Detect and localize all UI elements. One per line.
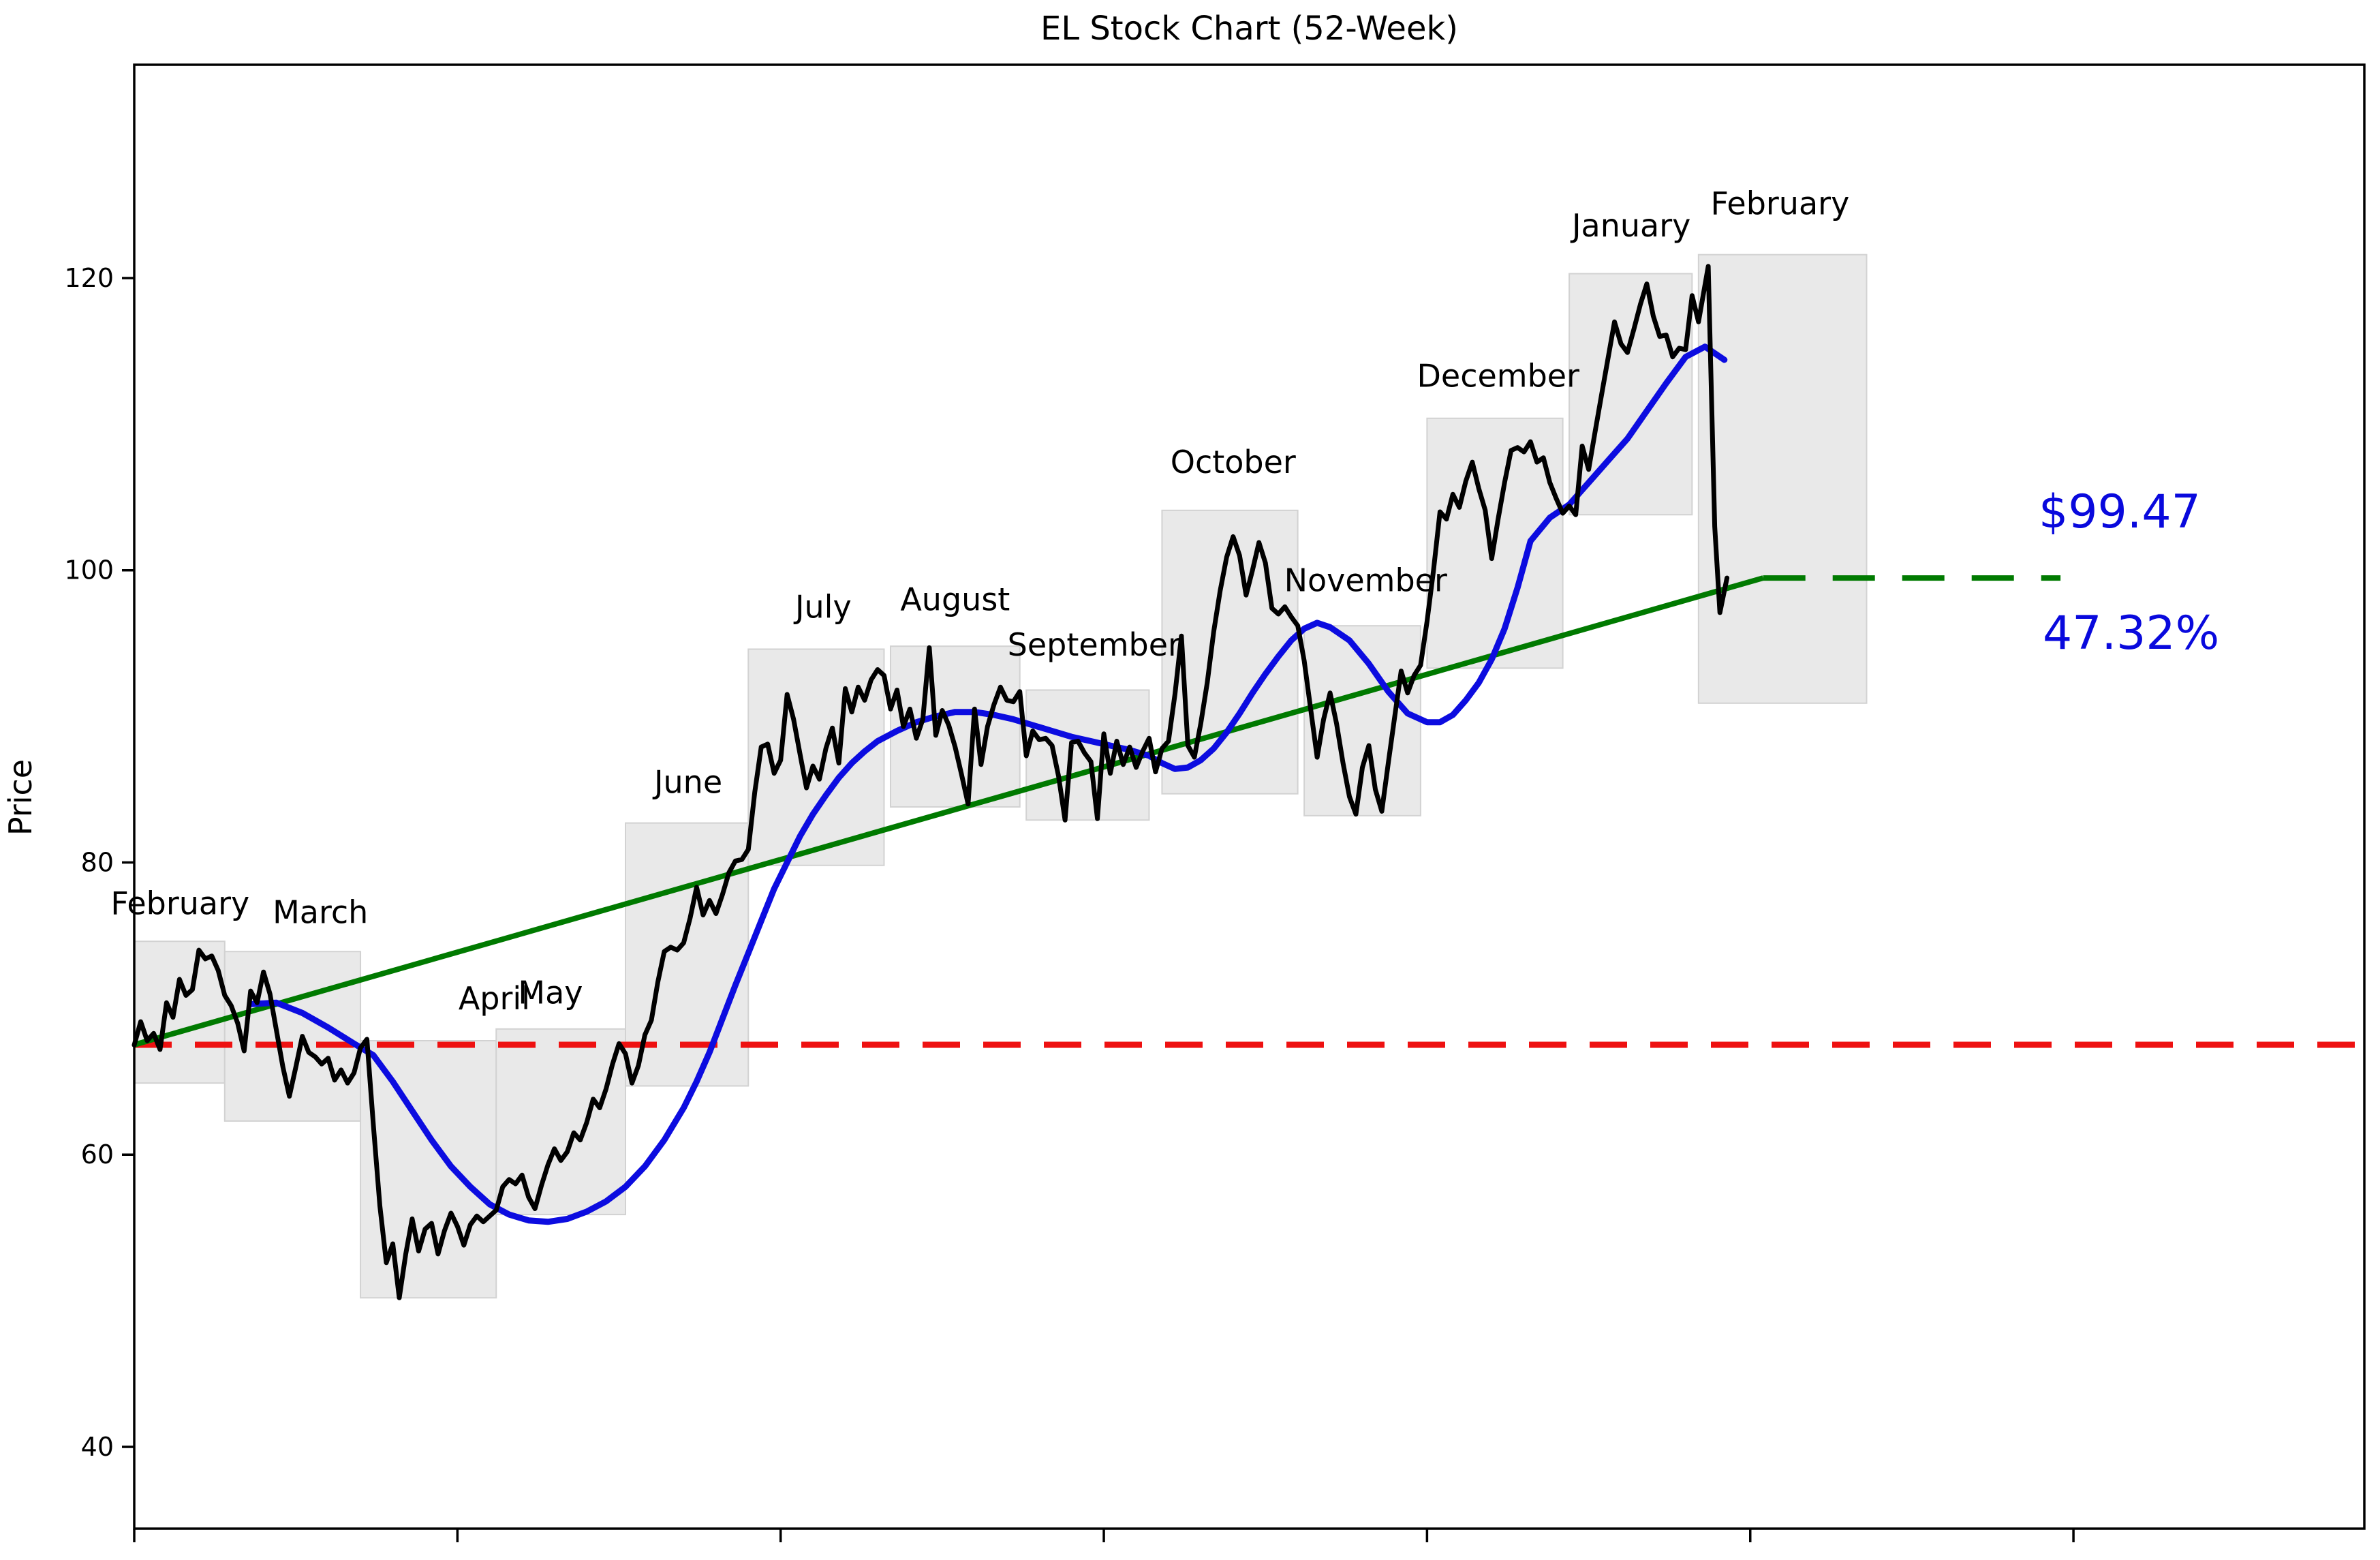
plot-border bbox=[133, 63, 2366, 1530]
percent-change-annotation: 47.32% bbox=[2043, 607, 2220, 660]
y-axis-label: Price bbox=[2, 759, 39, 836]
month-label-may: May bbox=[518, 974, 583, 1011]
month-box-february-2 bbox=[1697, 254, 1868, 704]
month-box-may bbox=[495, 1028, 627, 1216]
month-label-february-2: February bbox=[1710, 185, 1849, 222]
y-tick-label: 60 bbox=[81, 1140, 114, 1169]
month-label-october: October bbox=[1171, 444, 1296, 480]
month-label-august: August bbox=[900, 581, 1010, 618]
y-tick-label: 80 bbox=[81, 847, 114, 877]
y-tick-label: 100 bbox=[64, 555, 114, 585]
month-label-december: December bbox=[1417, 358, 1579, 395]
month-label-june: June bbox=[652, 764, 722, 801]
y-tick-label: 120 bbox=[64, 263, 114, 293]
month-label-july: July bbox=[793, 588, 852, 625]
month-box-april bbox=[360, 1040, 497, 1299]
y-tick-label: 40 bbox=[81, 1432, 114, 1462]
month-label-april: April bbox=[459, 980, 530, 1017]
final-price-annotation: $99.47 bbox=[2039, 485, 2201, 539]
month-box-january bbox=[1568, 273, 1693, 516]
month-label-november: November bbox=[1284, 562, 1447, 599]
month-label-february: February bbox=[110, 885, 249, 921]
chart-title: EL Stock Chart (52-Week) bbox=[1040, 10, 1458, 48]
price-line bbox=[132, 264, 1730, 1300]
month-box-february bbox=[134, 940, 226, 1084]
month-label-march: March bbox=[273, 893, 368, 930]
month-label-september: September bbox=[1008, 626, 1181, 663]
month-label-january: January bbox=[1570, 207, 1690, 244]
